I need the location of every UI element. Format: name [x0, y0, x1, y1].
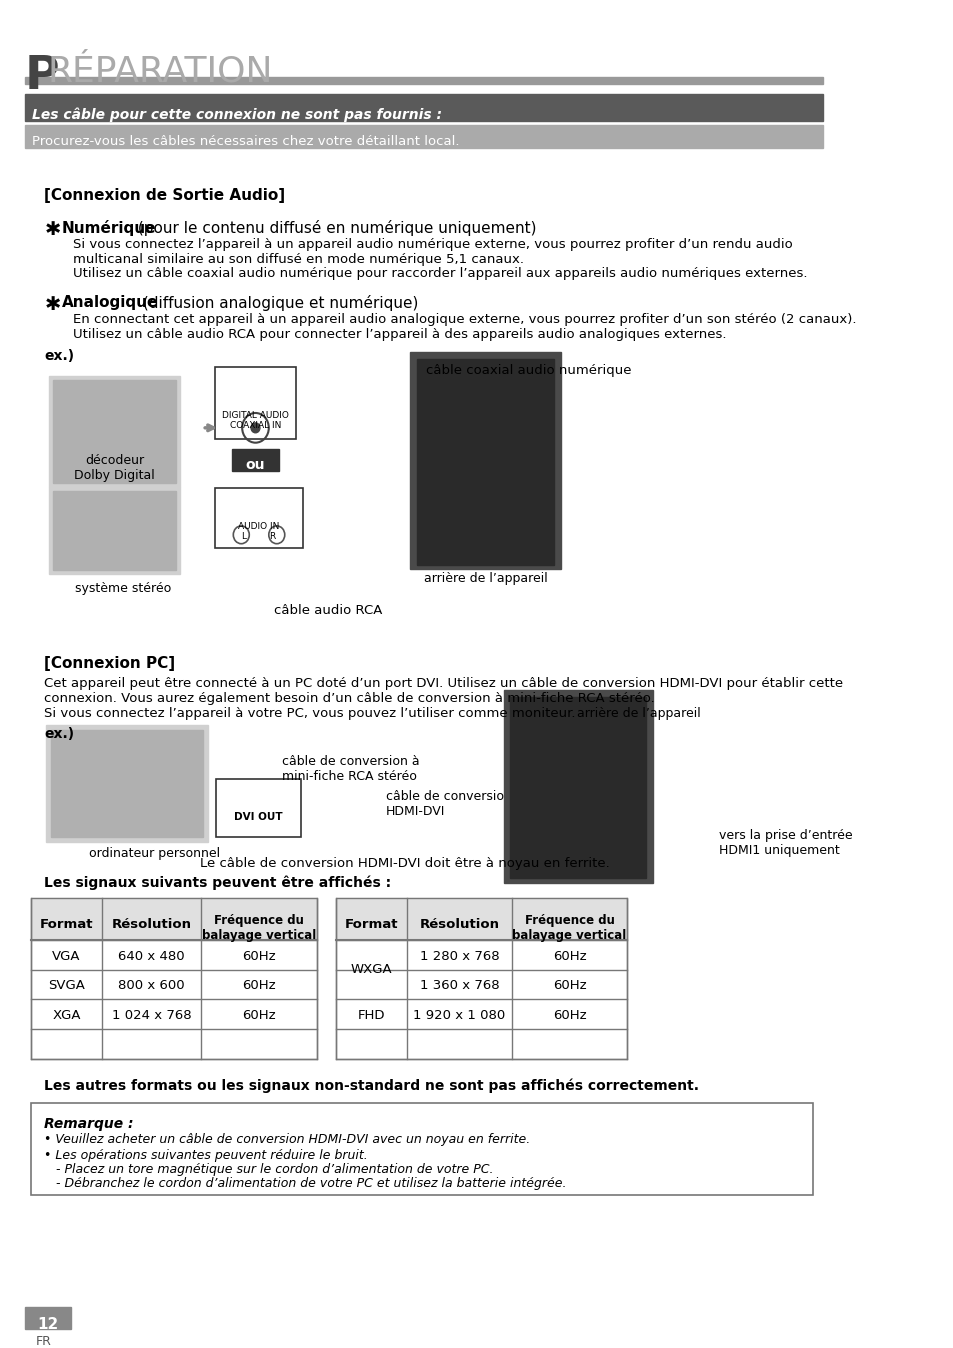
Bar	[25, 125, 822, 147]
Text: XGA: XGA	[52, 1010, 81, 1022]
Text: AUDIO IN
L        R: AUDIO IN L R	[238, 522, 279, 542]
Text: 800 x 600: 800 x 600	[118, 980, 185, 992]
Text: Les signaux suivants peuvent être affichés :: Les signaux suivants peuvent être affich…	[44, 875, 391, 890]
Text: Si vous connectez l’appareil à votre PC, vous pouvez l’utiliser comme moniteur.: Si vous connectez l’appareil à votre PC,…	[44, 708, 576, 720]
Bar	[232, 449, 279, 472]
Text: 1 920 x 1 080: 1 920 x 1 080	[413, 1010, 505, 1022]
Bar	[31, 898, 316, 1058]
Bar	[214, 368, 296, 438]
Text: multicanal similaire au son diffusé en mode numérique 5,1 canaux.: multicanal similaire au son diffusé en m…	[72, 252, 523, 266]
Text: [Connexion de Sortie Audio]: [Connexion de Sortie Audio]	[44, 189, 285, 204]
Text: FHD: FHD	[357, 1010, 385, 1022]
Text: [Connexion PC]: [Connexion PC]	[44, 655, 175, 670]
Text: 60Hz: 60Hz	[242, 1010, 275, 1022]
Text: Remarque :: Remarque :	[44, 1117, 133, 1131]
Text: ou: ou	[246, 457, 265, 472]
Text: Numérique: Numérique	[62, 220, 156, 236]
Bar	[53, 491, 175, 570]
Text: 12: 12	[37, 1317, 58, 1332]
Text: câble de conversio
HDMI-DVI: câble de conversio HDMI-DVI	[385, 790, 503, 818]
Text: décodeur
Dolby Digital: décodeur Dolby Digital	[74, 453, 154, 481]
Text: Résolution: Résolution	[419, 918, 499, 931]
Text: connexion. Vous aurez également besoin d’un câble de conversion à mini-fiche RCA: connexion. Vous aurez également besoin d…	[44, 693, 655, 705]
Text: Fréquence du
balayage vertical: Fréquence du balayage vertical	[202, 914, 315, 942]
Text: système stéréo: système stéréo	[74, 582, 171, 596]
Bar	[25, 94, 822, 121]
Text: ex.): ex.)	[44, 349, 74, 363]
Bar	[25, 77, 822, 84]
Text: • Veuillez acheter un câble de conversion HDMI-DVI avec un noyau en ferrite.: • Veuillez acheter un câble de conversio…	[44, 1132, 530, 1146]
Text: Procurez-vous les câbles nécessaires chez votre détaillant local.: Procurez-vous les câbles nécessaires che…	[31, 135, 459, 148]
Text: VGA: VGA	[52, 950, 81, 962]
Text: - Débranchez le cordon d’alimentation de votre PC et utilisez la batterie intégr: - Débranchez le cordon d’alimentation de…	[44, 1177, 566, 1189]
Text: Les autres formats ou les signaux non-standard ne sont pas affichés correctement: Les autres formats ou les signaux non-st…	[44, 1078, 699, 1093]
Bar	[49, 376, 180, 487]
Text: SVGA: SVGA	[48, 980, 85, 992]
Text: ex.): ex.)	[44, 727, 74, 741]
Bar	[31, 898, 316, 940]
Text: Fréquence du
balayage vertical: Fréquence du balayage vertical	[512, 914, 626, 942]
Text: - Placez un tore magnétique sur le cordon d’alimentation de votre PC.: - Placez un tore magnétique sur le cordo…	[44, 1163, 494, 1175]
Text: ✱: ✱	[44, 220, 61, 239]
Text: DIGITAL AUDIO
COAXIAL IN: DIGITAL AUDIO COAXIAL IN	[222, 411, 289, 430]
Text: arrière de l’appareil: arrière de l’appareil	[424, 573, 547, 585]
Text: Analogique: Analogique	[62, 295, 158, 310]
Bar	[510, 697, 645, 879]
Text: WXGA: WXGA	[351, 962, 392, 976]
Text: 60Hz: 60Hz	[552, 1010, 586, 1022]
Text: 60Hz: 60Hz	[552, 950, 586, 962]
Text: câble coaxial audio numérique: câble coaxial audio numérique	[425, 364, 631, 377]
Bar	[214, 488, 303, 547]
Text: Utilisez un câble audio RCA pour connecter l’appareil à des appareils audio anal: Utilisez un câble audio RCA pour connect…	[72, 328, 725, 341]
Text: Cet appareil peut être connecté à un PC doté d’un port DVI. Utilisez un câble de: Cet appareil peut être connecté à un PC …	[44, 678, 842, 690]
Bar	[503, 690, 652, 883]
Text: En connectant cet appareil à un appareil audio analogique externe, vous pourrez : En connectant cet appareil à un appareil…	[72, 313, 856, 326]
Text: 1 360 x 768: 1 360 x 768	[419, 980, 498, 992]
Text: 1 280 x 768: 1 280 x 768	[419, 950, 498, 962]
Text: (pour le contenu diffusé en numérique uniquement): (pour le contenu diffusé en numérique un…	[132, 220, 536, 236]
Bar	[46, 725, 208, 841]
Bar	[410, 352, 560, 569]
Text: (diffusion analogique et numérique): (diffusion analogique et numérique)	[137, 295, 417, 311]
Bar	[335, 898, 626, 940]
Text: 1 024 x 768: 1 024 x 768	[112, 1010, 192, 1022]
Bar	[416, 359, 554, 565]
Text: 640 x 480: 640 x 480	[118, 950, 185, 962]
Text: arrière de l’appareil: arrière de l’appareil	[577, 708, 700, 720]
Bar	[49, 487, 180, 574]
Text: Format: Format	[40, 918, 93, 931]
Text: Format: Format	[345, 918, 398, 931]
Text: RÉPARATION: RÉPARATION	[47, 54, 273, 89]
Text: 60Hz: 60Hz	[242, 950, 275, 962]
Bar	[335, 898, 626, 1058]
Text: P: P	[25, 54, 59, 100]
Text: Résolution: Résolution	[112, 918, 192, 931]
Bar	[216, 779, 300, 837]
Text: Si vous connectez l’appareil à un appareil audio numérique externe, vous pourrez: Si vous connectez l’appareil à un appare…	[72, 237, 792, 251]
Text: ✱: ✱	[44, 295, 61, 314]
Text: câble de conversion à
mini-fiche RCA stéréo: câble de conversion à mini-fiche RCA sté…	[282, 755, 419, 783]
Text: FR: FR	[35, 1335, 51, 1348]
Text: 60Hz: 60Hz	[552, 980, 586, 992]
Bar	[51, 729, 203, 837]
Text: • Les opérations suivantes peuvent réduire le bruit.: • Les opérations suivantes peuvent rédui…	[44, 1148, 368, 1162]
Bar	[25, 1308, 71, 1329]
Text: Les câble pour cette connexion ne sont pas fournis :: Les câble pour cette connexion ne sont p…	[31, 108, 441, 123]
Text: câble audio RCA: câble audio RCA	[274, 604, 382, 617]
Text: Utilisez un câble coaxial audio numérique pour raccorder l’appareil aux appareil: Utilisez un câble coaxial audio numériqu…	[72, 267, 806, 280]
Text: Le câble de conversion HDMI-DVI doit être à noyau en ferrite.: Le câble de conversion HDMI-DVI doit êtr…	[199, 857, 609, 869]
Text: DVI OUT: DVI OUT	[233, 811, 282, 822]
Circle shape	[251, 423, 259, 433]
Bar	[31, 1103, 813, 1196]
Text: vers la prise d’entrée
HDMI1 uniquement: vers la prise d’entrée HDMI1 uniquement	[718, 829, 851, 857]
Text: ordinateur personnel: ordinateur personnel	[89, 847, 219, 860]
Bar	[53, 380, 175, 484]
Text: 60Hz: 60Hz	[242, 980, 275, 992]
